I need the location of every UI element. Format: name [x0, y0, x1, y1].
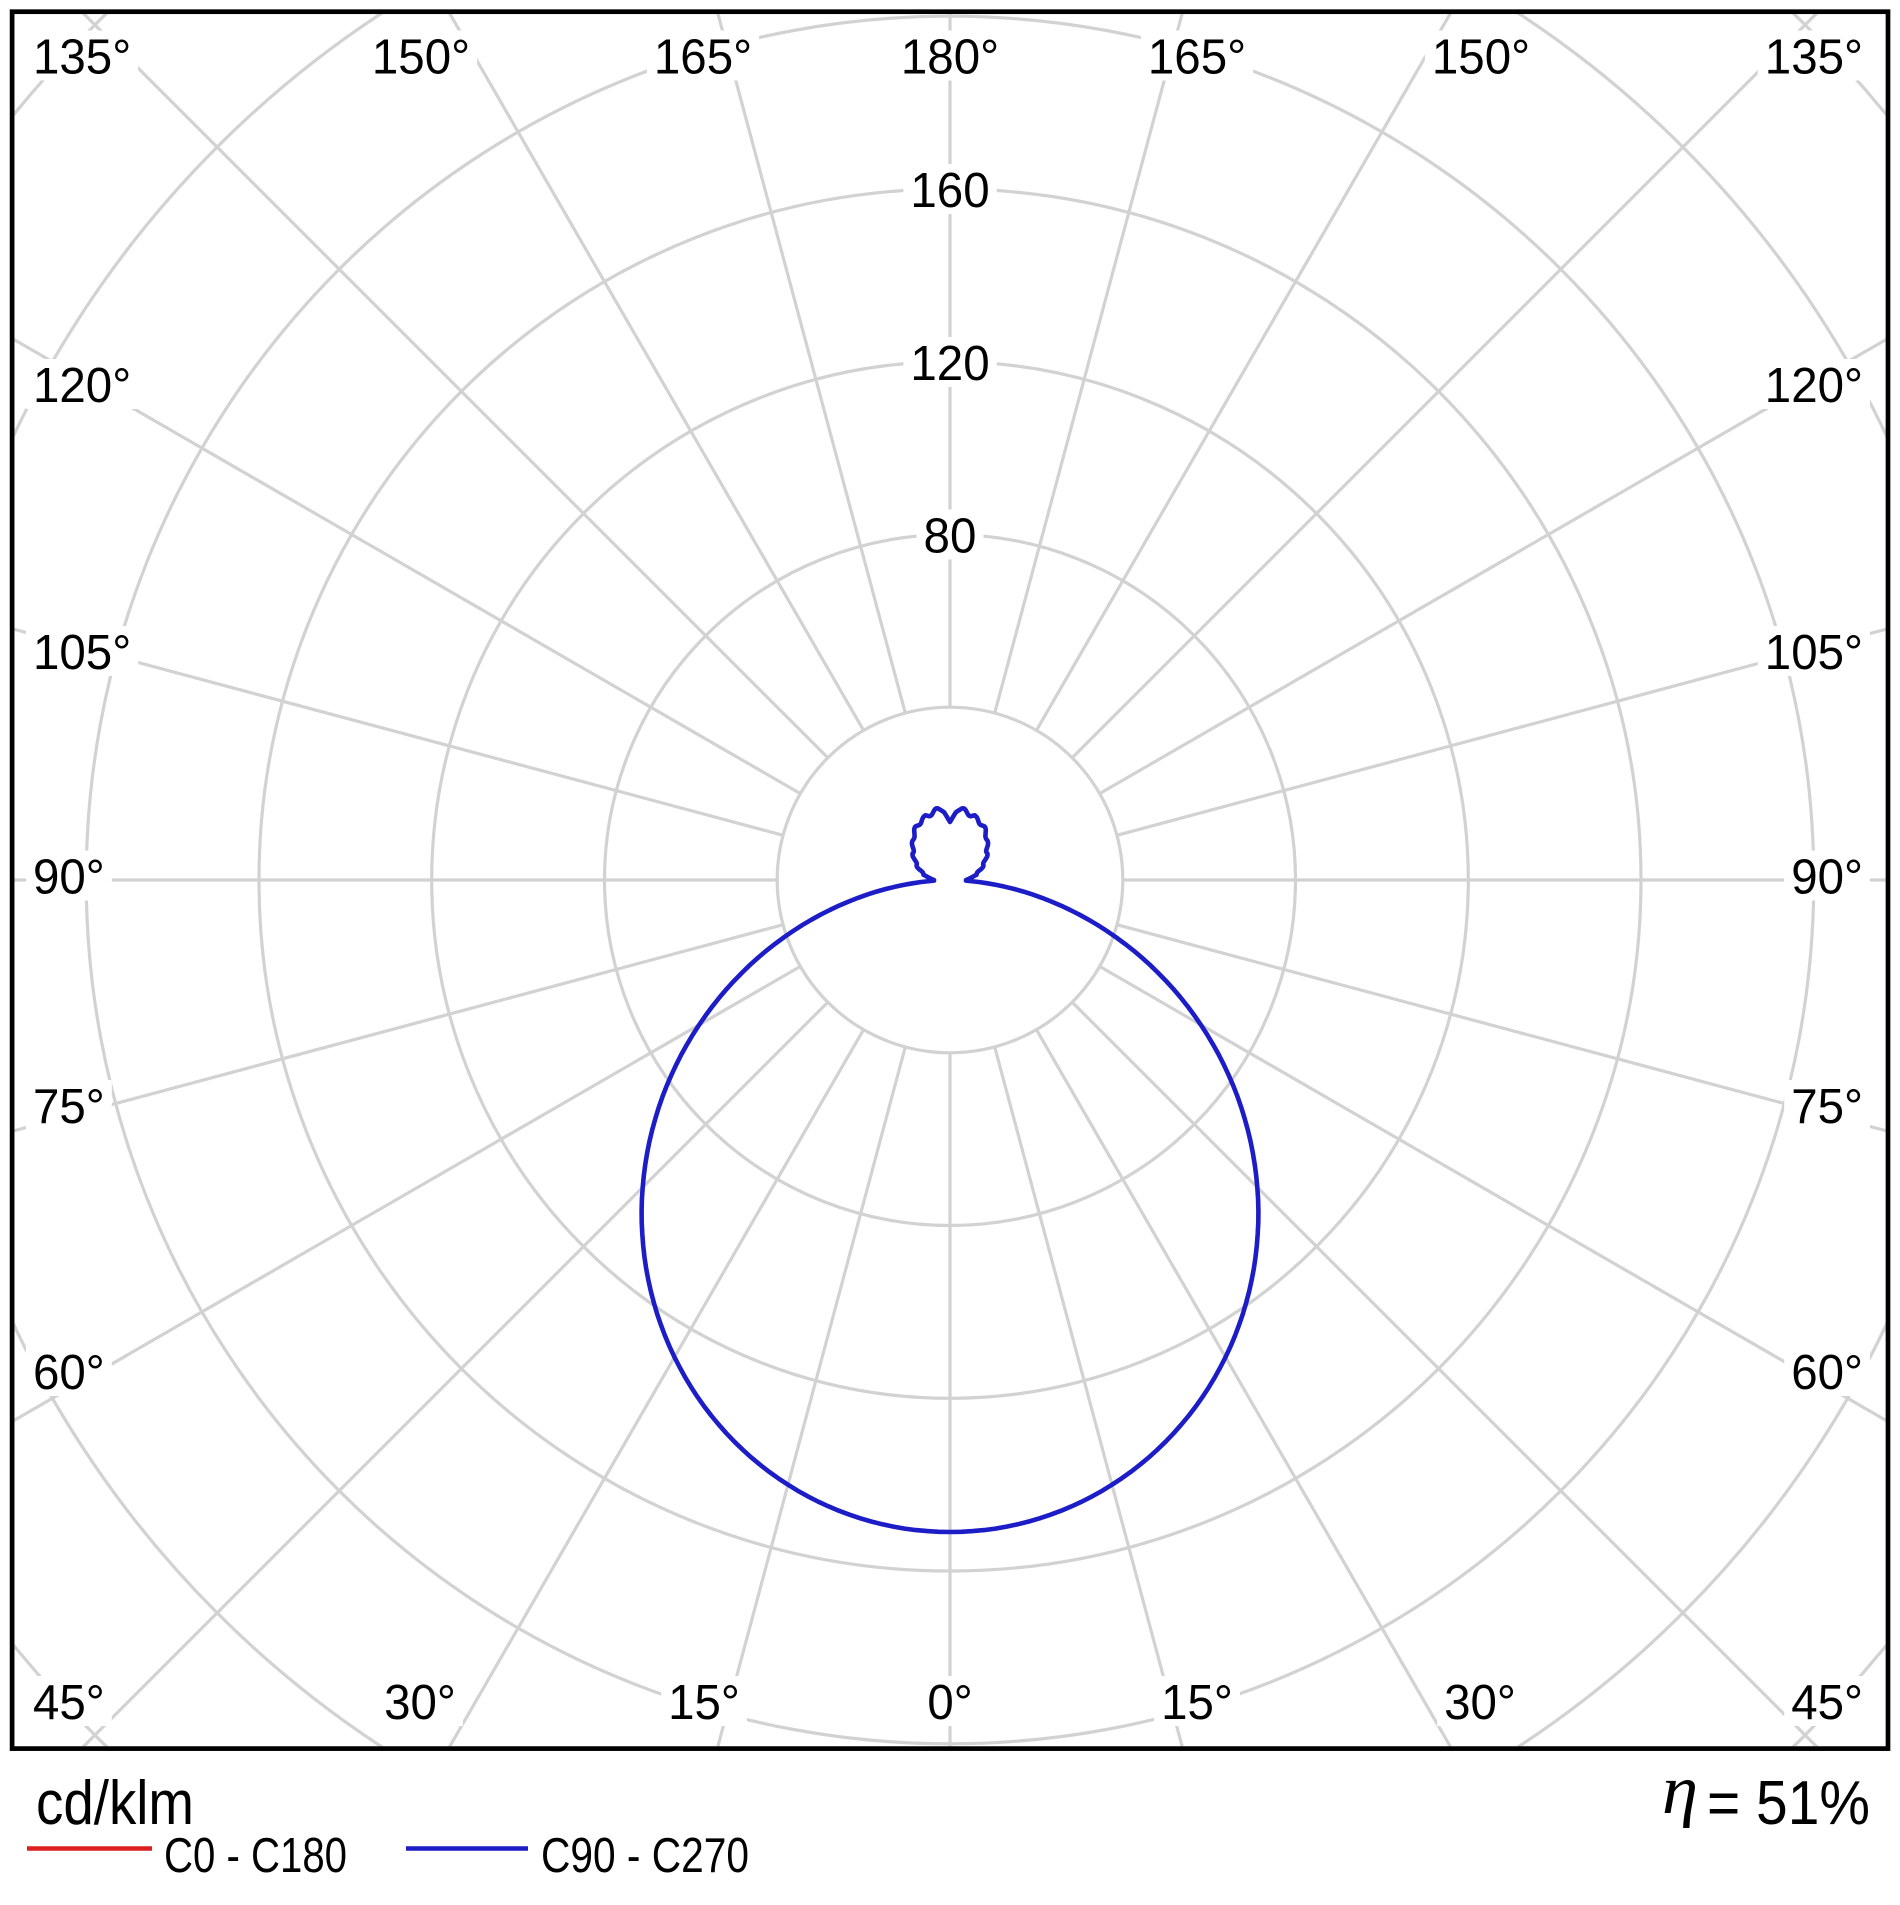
svg-text:30°: 30°	[1444, 1676, 1516, 1730]
svg-text:105°: 105°	[1765, 626, 1863, 680]
svg-text:80: 80	[924, 510, 977, 564]
svg-text:60°: 60°	[1791, 1346, 1863, 1400]
svg-text:165°: 165°	[1148, 31, 1246, 85]
svg-text:cd/klm: cd/klm	[36, 1769, 194, 1838]
svg-text:165°: 165°	[654, 31, 752, 85]
svg-text:45°: 45°	[33, 1676, 105, 1730]
svg-text:105°: 105°	[33, 626, 131, 680]
svg-text:C0 - C180: C0 - C180	[164, 1829, 347, 1883]
svg-text:150°: 150°	[1432, 31, 1530, 85]
svg-text:η: η	[1662, 1752, 1698, 1829]
svg-text:120°: 120°	[33, 359, 131, 413]
svg-text:45°: 45°	[1791, 1676, 1863, 1730]
svg-text:135°: 135°	[33, 31, 131, 85]
svg-text:C90 - C270: C90 - C270	[541, 1829, 749, 1883]
svg-text:120°: 120°	[1765, 359, 1863, 413]
svg-text:160: 160	[910, 164, 989, 218]
svg-text:135°: 135°	[1765, 31, 1863, 85]
svg-text:90°: 90°	[1791, 851, 1863, 905]
svg-text:15°: 15°	[1161, 1676, 1233, 1730]
svg-text:60°: 60°	[33, 1346, 105, 1400]
svg-text:= 51%: = 51%	[1707, 1769, 1870, 1838]
svg-text:75°: 75°	[33, 1080, 105, 1134]
svg-text:150°: 150°	[372, 31, 470, 85]
svg-text:15°: 15°	[668, 1676, 740, 1730]
svg-text:180°: 180°	[901, 31, 999, 85]
svg-text:75°: 75°	[1791, 1080, 1863, 1134]
svg-text:30°: 30°	[384, 1676, 456, 1730]
svg-text:90°: 90°	[33, 851, 105, 905]
svg-text:120: 120	[910, 337, 989, 391]
svg-text:0°: 0°	[927, 1676, 972, 1730]
